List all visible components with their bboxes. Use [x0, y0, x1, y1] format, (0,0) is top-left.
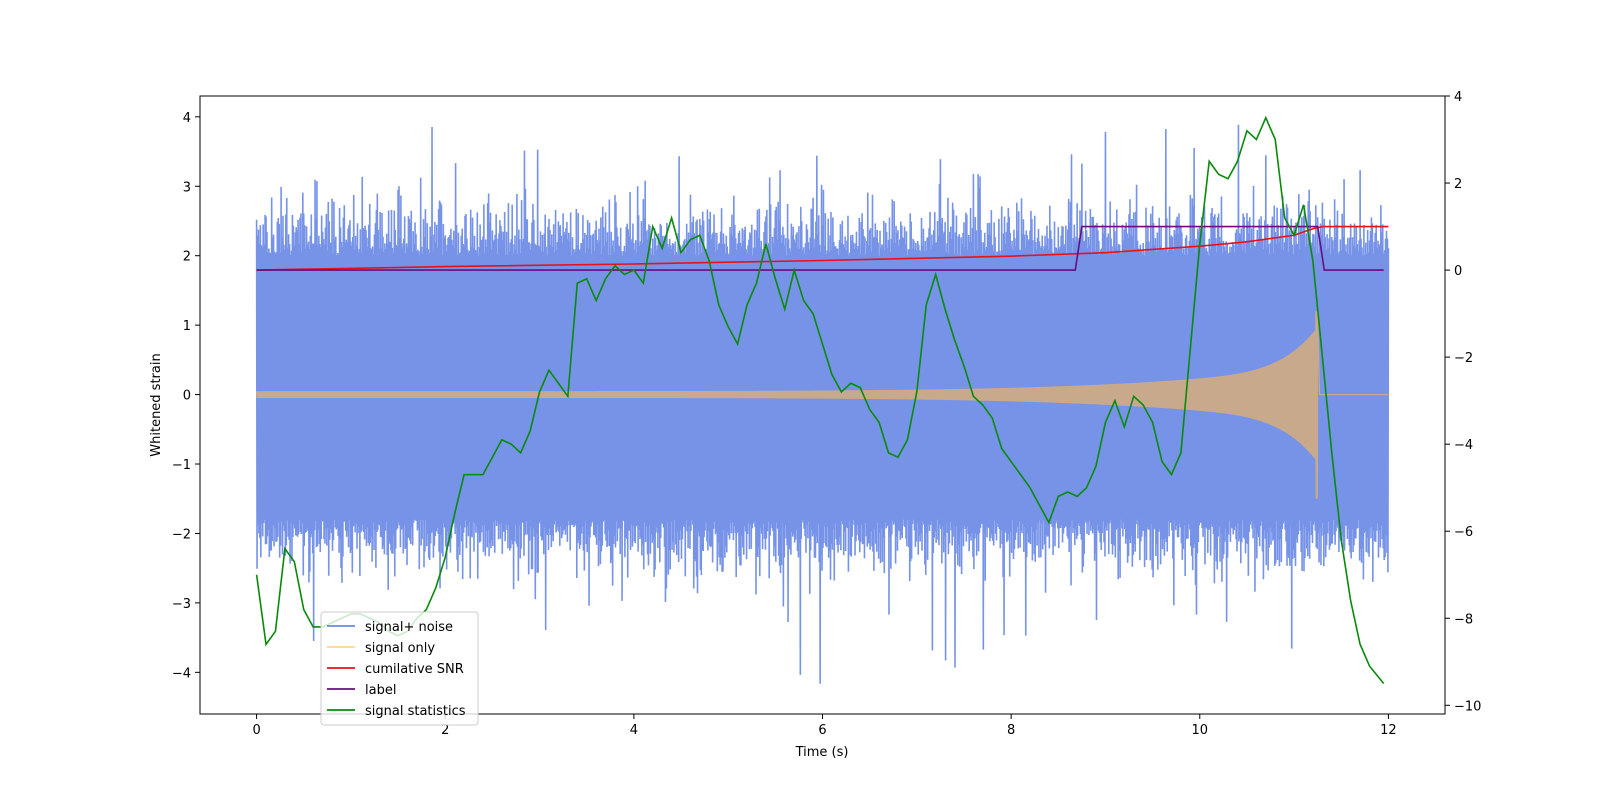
legend-label: signal+ noise: [365, 620, 453, 635]
y2-tick-label: −10: [1454, 699, 1481, 714]
x-tick-label: 12: [1380, 723, 1397, 738]
legend-label: label: [365, 683, 396, 698]
x-tick-label: 0: [252, 723, 260, 738]
y-tick-label: 4: [183, 111, 191, 126]
y-tick-label: 2: [183, 250, 191, 265]
x-tick-label: 8: [1007, 723, 1015, 738]
series-cumulative-snr: [256, 225, 1389, 271]
y-tick-label: −1: [172, 458, 191, 473]
y-tick-label: 1: [183, 319, 191, 334]
y2-tick-label: −2: [1454, 351, 1473, 366]
legend: signal+ noise signal only cumilative SNR la…: [320, 611, 479, 726]
y-axis-title: Whitened strain: [149, 353, 164, 456]
series-signal-statistics: [255, 115, 1385, 685]
series-label: [256, 225, 1384, 271]
x-tick-label: 4: [630, 723, 638, 738]
y2-tick-label: 4: [1454, 90, 1462, 105]
y-tick-label: 3: [183, 180, 191, 195]
legend-label: signal statistics: [365, 704, 466, 719]
y-tick-label: −4: [172, 666, 191, 681]
legend-label: cumilative SNR: [365, 662, 464, 677]
x-tick-label: 10: [1191, 723, 1208, 738]
y2-tick-label: 2: [1454, 177, 1462, 192]
y2-tick-label: −8: [1454, 612, 1473, 627]
y2-tick-label: 0: [1454, 264, 1462, 279]
x-axis-title: Time (s): [795, 745, 849, 760]
x-tick-label: 2: [441, 723, 449, 738]
y2-tick-label: −6: [1454, 525, 1473, 540]
y2-tick-label: −4: [1454, 438, 1473, 453]
legend-label: signal only: [365, 641, 435, 656]
series-signal-only: [255, 311, 1389, 499]
y-tick-label: −3: [172, 597, 191, 612]
x-tick-label: 6: [818, 723, 826, 738]
y-tick-label: −2: [172, 527, 191, 542]
y-tick-label: 0: [183, 389, 191, 404]
legend-box: [320, 611, 479, 726]
plot-area: [255, 115, 1390, 685]
